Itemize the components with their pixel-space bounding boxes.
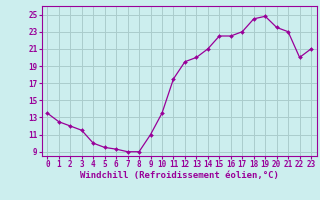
X-axis label: Windchill (Refroidissement éolien,°C): Windchill (Refroidissement éolien,°C)	[80, 171, 279, 180]
